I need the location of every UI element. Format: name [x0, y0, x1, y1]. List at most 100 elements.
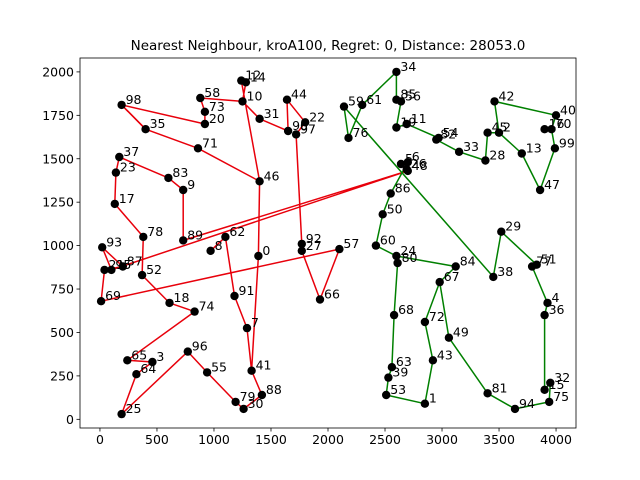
city-label-67: 67 — [444, 269, 460, 284]
city-point-33 — [454, 147, 464, 156]
city-point-25 — [117, 409, 126, 419]
city-label-9: 9 — [187, 177, 195, 192]
city-point-11 — [402, 119, 411, 129]
city-point-0 — [254, 251, 263, 261]
city-point-32 — [546, 378, 555, 387]
city-point-69 — [96, 297, 106, 306]
city-point-1 — [420, 399, 430, 408]
city-point-55 — [202, 368, 212, 377]
city-label-73: 73 — [209, 99, 225, 114]
x-tick-label-3500: 3500 — [483, 432, 515, 447]
city-label-34: 34 — [400, 59, 416, 74]
city-label-40: 40 — [560, 102, 576, 117]
city-label-66: 66 — [324, 287, 340, 302]
city-label-33: 33 — [463, 139, 479, 154]
city-label-44: 44 — [291, 87, 307, 102]
city-label-32: 32 — [554, 370, 570, 385]
city-label-79: 79 — [240, 389, 256, 404]
y-axis: 0 250 500 750 1000 1250 1500 1750 2000 — [42, 64, 80, 427]
city-point-60 — [371, 241, 381, 250]
city-point-4 — [543, 298, 552, 308]
city-label-2: 2 — [503, 120, 511, 135]
city-point-42 — [490, 97, 499, 106]
city-point-76 — [344, 133, 353, 143]
city-point-20 — [200, 119, 210, 129]
city-label-57: 57 — [343, 236, 359, 251]
city-label-0: 0 — [262, 243, 270, 258]
city-label-55: 55 — [211, 359, 227, 374]
city-point-82 — [432, 135, 441, 144]
city-label-4: 4 — [552, 290, 560, 305]
city-point-13 — [517, 149, 526, 158]
city-label-6: 6 — [412, 149, 420, 164]
x-axis: 0 500 1000 1500 2000 2500 3000 3500 4000 — [96, 428, 572, 447]
city-label-82: 82 — [440, 127, 456, 142]
city-label-47: 47 — [544, 177, 560, 192]
city-point-27 — [297, 246, 306, 255]
city-point-50 — [378, 210, 387, 219]
city-point-71 — [193, 144, 203, 153]
x-tick-label-1000: 1000 — [198, 432, 230, 447]
city-point-28 — [481, 156, 490, 165]
city-label-20: 20 — [209, 111, 225, 126]
city-label-94: 94 — [519, 396, 535, 411]
city-label-78: 78 — [147, 224, 163, 239]
city-point-73 — [200, 107, 210, 117]
city-point-80 — [393, 258, 402, 268]
y-tick-label-1500: 1500 — [42, 151, 74, 166]
y-tick-label-1000: 1000 — [42, 238, 74, 253]
city-point-86 — [386, 189, 395, 198]
city-label-98: 98 — [126, 92, 142, 107]
city-label-23: 23 — [120, 160, 136, 175]
city-point-2 — [494, 128, 504, 137]
city-point-93 — [98, 243, 107, 252]
city-point-78 — [139, 232, 148, 242]
city-point-34 — [392, 67, 401, 77]
city-label-26: 26 — [411, 156, 427, 171]
city-label-48: 48 — [412, 158, 428, 173]
city-point-40 — [551, 111, 561, 120]
city-label-30: 30 — [248, 396, 264, 411]
city-point-79 — [231, 397, 240, 407]
city-label-49: 49 — [453, 325, 469, 340]
city-label-10: 10 — [247, 88, 263, 103]
city-point-84 — [451, 262, 460, 271]
city-point-3 — [148, 357, 157, 367]
city-point-22 — [301, 118, 310, 127]
city-point-39 — [384, 373, 393, 382]
y-tick-label-250: 250 — [50, 368, 74, 383]
city-label-62: 62 — [229, 224, 245, 239]
city-point-5 — [396, 159, 406, 169]
plot-area: 0123456789101112131415161718192021222324… — [96, 59, 576, 419]
x-tick-label-3000: 3000 — [426, 432, 458, 447]
city-points — [96, 67, 561, 419]
city-label-41: 41 — [256, 358, 272, 373]
city-label-12: 12 — [245, 68, 261, 83]
city-point-31 — [255, 114, 264, 124]
city-point-17 — [110, 199, 120, 209]
city-label-22: 22 — [309, 109, 325, 124]
x-tick-label-2000: 2000 — [312, 432, 344, 447]
city-point-65 — [123, 356, 132, 365]
city-point-29 — [497, 227, 506, 236]
x-tick-label-1500: 1500 — [255, 432, 287, 447]
city-label-61: 61 — [366, 92, 382, 107]
city-label-46: 46 — [264, 168, 280, 183]
city-point-36 — [540, 310, 549, 320]
city-label-83: 83 — [172, 165, 188, 180]
city-label-5: 5 — [405, 151, 413, 166]
city-point-83 — [164, 173, 173, 183]
city-point-96 — [183, 347, 192, 356]
city-point-37 — [115, 152, 124, 162]
x-tick-label-4000: 4000 — [540, 432, 572, 447]
city-label-35: 35 — [150, 116, 166, 131]
city-label-29: 29 — [505, 219, 521, 234]
city-label-28: 28 — [489, 148, 505, 163]
city-label-50: 50 — [387, 201, 403, 216]
city-point-46 — [255, 177, 264, 186]
city-label-93: 93 — [106, 234, 122, 249]
city-point-98 — [117, 100, 126, 110]
city-label-64: 64 — [140, 361, 156, 376]
city-point-35 — [141, 125, 150, 134]
